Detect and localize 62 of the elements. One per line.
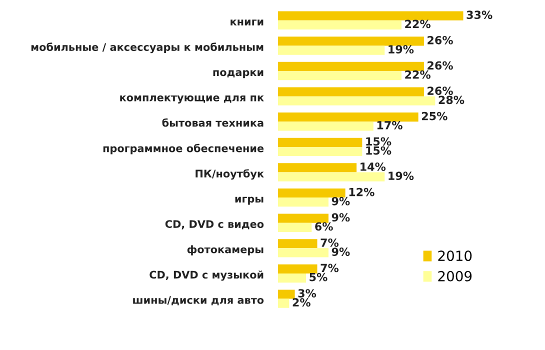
data-label: 9%: [332, 248, 350, 256]
bar: [278, 20, 402, 30]
bar: [278, 172, 385, 182]
bar: [278, 11, 464, 20]
y-tick-label: фотокамеры: [187, 245, 264, 256]
bar: [278, 112, 418, 122]
data-label: 15%: [366, 137, 392, 146]
y-tick-label: шины/диски для авто: [133, 296, 264, 306]
data-label: 12%: [349, 188, 374, 196]
bar: [278, 163, 357, 172]
y-tick-label: книги: [230, 20, 264, 26]
data-label: 26%: [428, 86, 453, 95]
y-tick-label: CD, DVD с музыкой: [150, 270, 264, 281]
data-label: 14%: [360, 162, 386, 171]
bar: [278, 71, 402, 80]
y-tick-label: подарки: [213, 70, 264, 78]
bar: [278, 290, 295, 299]
bar: [278, 298, 290, 308]
y-tick-label: бытовая техника: [162, 118, 264, 127]
y-tick-label: мобильные / аксессуары к мобильным: [31, 42, 264, 54]
bar: [278, 273, 306, 283]
data-label: 25%: [422, 112, 448, 120]
bar: [278, 214, 328, 223]
bar: [278, 87, 424, 96]
y-tick-label: ПК/ноутбук: [196, 169, 264, 180]
data-label: 6%: [315, 222, 333, 231]
data-label: 19%: [388, 45, 414, 54]
y-tick-label: программное обеспечение: [103, 144, 264, 154]
y-tick-label: CD, DVD с видео: [165, 220, 264, 230]
bar: [278, 198, 328, 207]
y-tick-label: комплектующие для пк: [120, 95, 264, 104]
data-label: 26%: [428, 36, 453, 44]
bar: [278, 188, 346, 198]
bar: [278, 264, 318, 274]
data-label: 17%: [377, 121, 402, 130]
bar: [278, 222, 312, 232]
bar: [278, 248, 328, 258]
data-label: 9%: [332, 196, 350, 206]
bar: [278, 46, 385, 55]
data-label: 22%: [405, 20, 431, 28]
data-label: 5%: [310, 272, 328, 282]
data-label: 28%: [438, 96, 464, 104]
legend-label: 2010: [438, 250, 472, 262]
legend-label: 2009: [438, 270, 472, 282]
data-label: 9%: [332, 213, 350, 222]
data-label: 15%: [366, 146, 392, 155]
data-label: 7%: [320, 264, 339, 272]
bar: [278, 122, 374, 131]
y-tick-label: игры: [235, 196, 264, 205]
data-label: 33%: [466, 10, 492, 20]
data-label: 19%: [388, 172, 414, 180]
data-label: 26%: [428, 61, 453, 70]
data-label: 2%: [292, 298, 310, 307]
bar: [278, 62, 424, 72]
bar: [278, 36, 424, 46]
bar: [278, 239, 318, 248]
bar: [278, 96, 436, 106]
bar: [278, 146, 362, 156]
data-label: 7%: [320, 238, 339, 247]
bar: [278, 138, 362, 147]
data-label: 22%: [405, 70, 431, 79]
data-label: 3%: [298, 289, 316, 298]
